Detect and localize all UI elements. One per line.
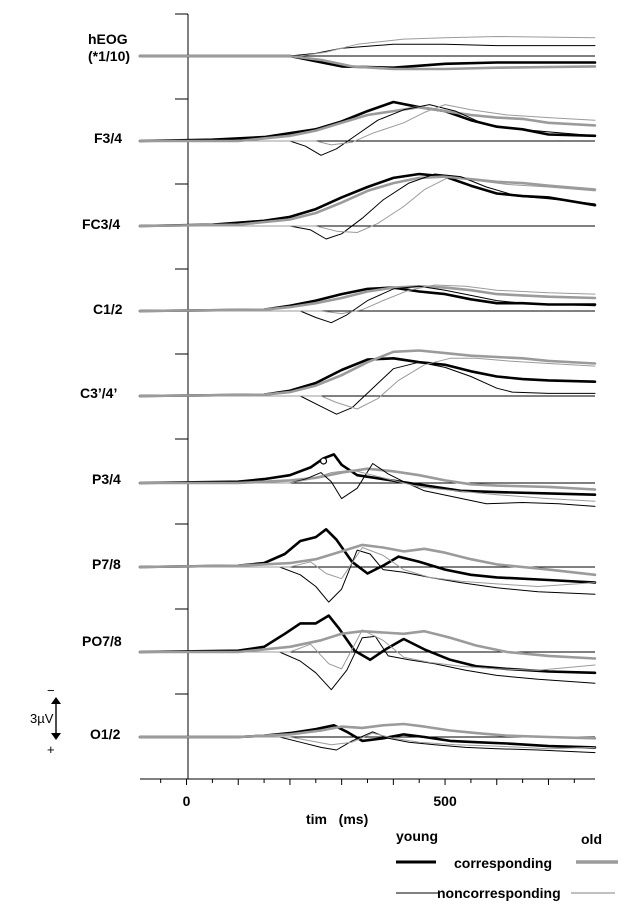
channel-label-fc34: FC3/4 bbox=[82, 216, 120, 233]
channel-label-line: PO7/8 bbox=[82, 633, 122, 649]
channel-label-c12: C1/2 bbox=[93, 301, 123, 318]
scale-plus-sign: + bbox=[47, 742, 55, 757]
scale-arrow-down bbox=[51, 733, 61, 740]
channel-label-line: P7/8 bbox=[92, 556, 121, 572]
trace-o12-old_noncorr bbox=[139, 732, 596, 750]
x-axis-label: tim (ms) bbox=[306, 811, 369, 827]
channel-label-line: C1/2 bbox=[93, 301, 123, 317]
peak-marker bbox=[319, 457, 328, 465]
channel-label-c34p: C3’/4’ bbox=[80, 385, 117, 402]
legend-corresponding-label: corresponding bbox=[454, 855, 553, 871]
channel-label-line: hEOG bbox=[88, 31, 128, 47]
scale-minus-sign: − bbox=[47, 683, 55, 698]
channel-label-line: (*1/10) bbox=[88, 48, 131, 64]
trace-fc34-young_corr bbox=[138, 172, 597, 228]
channel-label-line: F3/4 bbox=[94, 130, 123, 146]
trace-fc34-young_noncorr bbox=[139, 173, 596, 240]
trace-p78-young_noncorr bbox=[139, 549, 596, 603]
trace-p34-old_corr bbox=[138, 467, 597, 491]
voltage-scale-label: 3µV bbox=[30, 711, 54, 726]
trace-c12-old_noncorr bbox=[139, 284, 596, 315]
trace-fc34-old_noncorr bbox=[139, 176, 596, 233]
channel-label-line: O1/2 bbox=[90, 726, 121, 742]
channel-label-heog: hEOG (*1/10) bbox=[88, 31, 130, 65]
x-tick-label-500: 500 bbox=[433, 793, 457, 809]
trace-c34p-old_noncorr bbox=[139, 357, 596, 410]
trace-p78-old_noncorr bbox=[139, 547, 596, 587]
trace-po78-young_corr bbox=[138, 614, 597, 675]
channel-label-p78: P7/8 bbox=[92, 556, 121, 573]
channel-label-o12: O1/2 bbox=[90, 726, 120, 743]
channel-label-line: FC3/4 bbox=[82, 216, 121, 232]
trace-po78-young_noncorr bbox=[139, 635, 596, 691]
channel-label-line: C3’/4’ bbox=[80, 385, 118, 401]
channel-label-po78: PO7/8 bbox=[82, 633, 122, 650]
trace-p78-young_corr bbox=[138, 528, 597, 584]
channel-label-p34: P3/4 bbox=[92, 471, 121, 488]
trace-heog-old_noncorr bbox=[139, 36, 596, 57]
trace-f34-young_noncorr bbox=[139, 104, 596, 156]
trace-f34-old_noncorr bbox=[139, 104, 596, 146]
trace-po78-old_corr bbox=[138, 629, 597, 660]
trace-c12-young_noncorr bbox=[139, 285, 596, 324]
trace-p34-young_noncorr bbox=[139, 463, 596, 507]
legend-young-label: young bbox=[396, 828, 438, 844]
x-tick-label-0: 0 bbox=[182, 793, 191, 809]
scale-arrow-up bbox=[51, 697, 61, 704]
trace-p34-old_noncorr bbox=[139, 469, 596, 502]
trace-c34p-young_corr bbox=[138, 357, 597, 398]
legend-noncorresponding-label: noncorresponding bbox=[437, 885, 561, 901]
trace-heog-young_noncorr bbox=[139, 43, 596, 57]
trace-p78-old_corr bbox=[138, 543, 597, 577]
legend-old-label: old bbox=[581, 831, 602, 847]
trace-fc34-old_corr bbox=[138, 175, 597, 228]
trace-heog-old_corr bbox=[138, 54, 597, 71]
trace-po78-old_noncorr bbox=[139, 629, 596, 671]
channel-label-line: P3/4 bbox=[92, 471, 121, 487]
trace-c12-old_corr bbox=[138, 285, 597, 313]
trace-c34p-young_noncorr bbox=[139, 361, 596, 415]
channel-label-f34: F3/4 bbox=[94, 130, 122, 147]
trace-o12-old_corr bbox=[138, 722, 597, 740]
trace-heog-young_corr bbox=[138, 54, 597, 69]
trace-p34-young_corr bbox=[138, 453, 597, 496]
trace-c34p-old_corr bbox=[138, 349, 597, 398]
